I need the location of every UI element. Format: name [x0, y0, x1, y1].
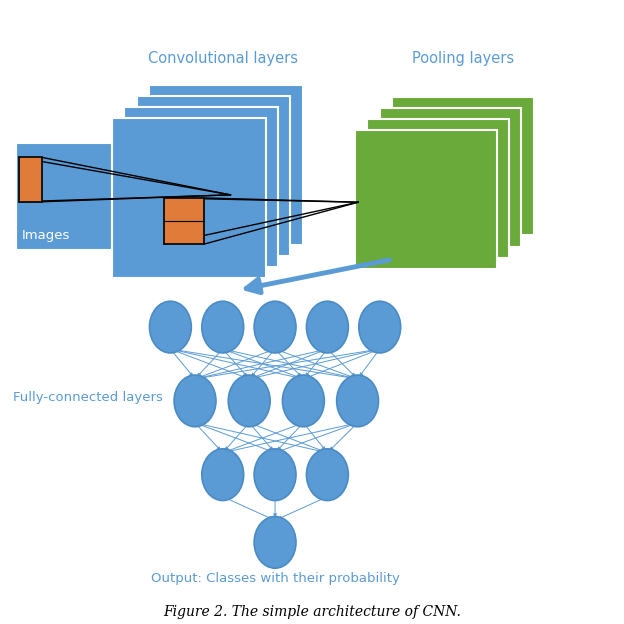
- Bar: [124, 107, 278, 267]
- Ellipse shape: [254, 517, 296, 568]
- Ellipse shape: [306, 301, 348, 353]
- Ellipse shape: [306, 449, 348, 500]
- Bar: [19, 157, 42, 202]
- Bar: [149, 85, 303, 245]
- Bar: [112, 118, 266, 278]
- Ellipse shape: [228, 375, 270, 427]
- Ellipse shape: [283, 375, 324, 427]
- Text: Figure 2. The simple architecture of CNN.: Figure 2. The simple architecture of CNN…: [163, 605, 461, 619]
- Bar: [380, 108, 521, 246]
- Ellipse shape: [202, 301, 243, 353]
- Ellipse shape: [254, 449, 296, 500]
- Ellipse shape: [359, 301, 401, 353]
- Bar: [392, 97, 534, 235]
- Text: Pooling layers: Pooling layers: [412, 51, 514, 66]
- Text: Images: Images: [21, 229, 70, 242]
- Ellipse shape: [336, 375, 379, 427]
- Bar: [164, 198, 204, 244]
- Bar: [368, 119, 509, 258]
- Text: Output: Classes with their probability: Output: Classes with their probability: [150, 572, 399, 585]
- Text: Fully-connected layers: Fully-connected layers: [13, 391, 163, 404]
- Ellipse shape: [202, 449, 243, 500]
- Ellipse shape: [254, 301, 296, 353]
- Ellipse shape: [150, 301, 192, 353]
- Bar: [355, 130, 497, 269]
- Bar: [137, 96, 290, 256]
- Bar: [16, 142, 112, 250]
- Text: Convolutional layers: Convolutional layers: [148, 51, 298, 66]
- Ellipse shape: [174, 375, 216, 427]
